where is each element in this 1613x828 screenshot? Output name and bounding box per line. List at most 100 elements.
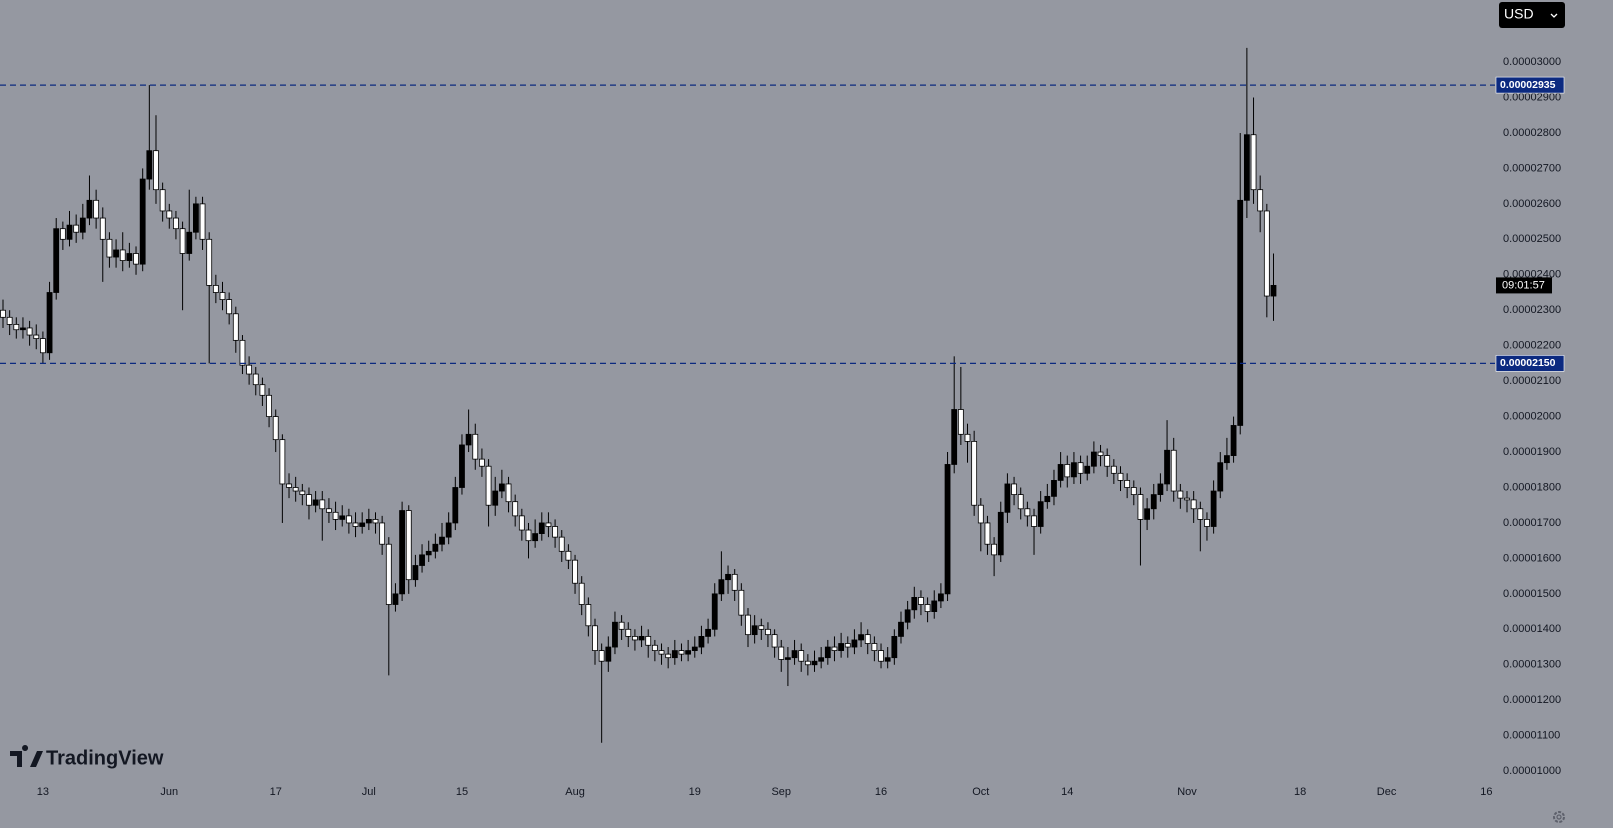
candle-body — [838, 643, 845, 651]
candle-body — [618, 621, 625, 630]
candle-body — [991, 543, 998, 556]
brand: TradingView — [46, 747, 164, 769]
settings[interactable] — [1553, 811, 1565, 823]
candle-body — [1084, 465, 1091, 474]
candle-body — [159, 189, 166, 212]
candle-body — [951, 409, 958, 465]
candle-body — [1150, 494, 1157, 510]
candle-body — [20, 327, 26, 331]
candle-body — [984, 522, 991, 545]
y-tick-label: 0.00001300 — [1503, 659, 1561, 671]
currency[interactable]: USD — [1504, 6, 1534, 22]
gear-center[interactable] — [1556, 814, 1562, 820]
candle-body — [891, 636, 898, 659]
candle-body — [1184, 497, 1190, 501]
y-tick-label: 0.00001800 — [1503, 481, 1561, 493]
candle-body — [671, 650, 678, 659]
x-tick-label: 15 — [456, 786, 468, 798]
candle-body — [804, 660, 811, 666]
candle-body — [1031, 515, 1037, 527]
y-tick-label: 0.00001100 — [1503, 730, 1560, 742]
candle-body — [725, 573, 731, 581]
candle-body — [658, 650, 665, 655]
candle-body — [751, 625, 758, 636]
candle-body — [379, 522, 386, 545]
candle-body — [1224, 455, 1230, 464]
candle-body — [871, 643, 878, 651]
candle-body — [399, 510, 406, 595]
candle-body — [1250, 134, 1257, 191]
y-tick-label: 0.00001600 — [1503, 552, 1561, 564]
y-tick-label: 0.00002300 — [1503, 304, 1561, 316]
countdown: 09:01:57 — [1502, 279, 1545, 291]
y-tick-label: 0.00002700 — [1503, 162, 1561, 174]
candle-body — [1110, 465, 1117, 474]
candle-body — [425, 550, 432, 556]
candle-body — [365, 519, 372, 524]
candle-body — [279, 439, 286, 485]
chevron[interactable] — [1550, 13, 1558, 18]
level-label: 0.00002935 — [1500, 79, 1556, 91]
candle-body — [126, 253, 133, 261]
candle-body — [878, 650, 884, 662]
x-tick-label: Dec — [1377, 786, 1397, 798]
candle-body — [598, 650, 605, 662]
candle-body — [538, 522, 545, 534]
y-tick-label: 0.00001900 — [1503, 446, 1561, 458]
x-tick-label: Jul — [362, 786, 376, 798]
candle-body — [824, 646, 831, 659]
candle-body — [705, 628, 711, 637]
candle-body — [40, 338, 46, 354]
candle-body — [1197, 508, 1204, 520]
candle-body — [851, 639, 858, 648]
candle-body — [286, 483, 292, 488]
candle-body — [931, 600, 938, 612]
candle-body — [1011, 483, 1017, 495]
candle-body — [192, 203, 199, 233]
currency-box[interactable] — [1499, 2, 1565, 28]
candle-body — [299, 490, 306, 495]
candle-body — [612, 621, 618, 648]
candle-body — [1117, 472, 1124, 481]
candle-body — [665, 653, 672, 659]
candle-body — [465, 433, 472, 446]
candle-body — [59, 228, 66, 240]
gear[interactable] — [1553, 811, 1565, 823]
candle-body — [592, 625, 598, 651]
candle-body — [179, 228, 186, 254]
candle-body — [525, 529, 532, 542]
candle-body — [79, 217, 86, 233]
candle-body — [359, 522, 366, 527]
candle-body — [798, 650, 805, 662]
candle-body — [412, 565, 419, 581]
candle-body — [1071, 462, 1077, 478]
candle-body — [93, 199, 100, 219]
candle-body — [199, 203, 206, 240]
candle-body — [312, 499, 319, 506]
candle-body — [173, 217, 179, 230]
candle-body — [678, 650, 685, 655]
candle-body — [1104, 455, 1111, 467]
candle-body — [445, 522, 452, 538]
candle-body — [997, 511, 1004, 556]
candle-body — [731, 573, 738, 591]
candle-body — [1190, 499, 1197, 510]
x-tick-label: 16 — [875, 786, 887, 798]
candle-body — [505, 483, 512, 503]
candle-body — [259, 384, 266, 396]
candle-body — [1257, 189, 1264, 212]
candle-body — [339, 515, 346, 520]
candle-body — [864, 634, 871, 644]
candle-body — [485, 465, 492, 506]
y-tick-label: 0.00001500 — [1503, 588, 1561, 600]
currency-button[interactable]: USD — [1499, 2, 1565, 28]
candle-body — [738, 589, 745, 616]
y-tick-label: 0.00002200 — [1503, 340, 1561, 352]
candle-body — [352, 522, 359, 527]
candle-body — [578, 582, 585, 605]
candle-body — [459, 444, 465, 488]
candle-body — [911, 597, 918, 611]
y-tick-label: 0.00001700 — [1503, 517, 1561, 529]
candle-body — [432, 543, 439, 552]
